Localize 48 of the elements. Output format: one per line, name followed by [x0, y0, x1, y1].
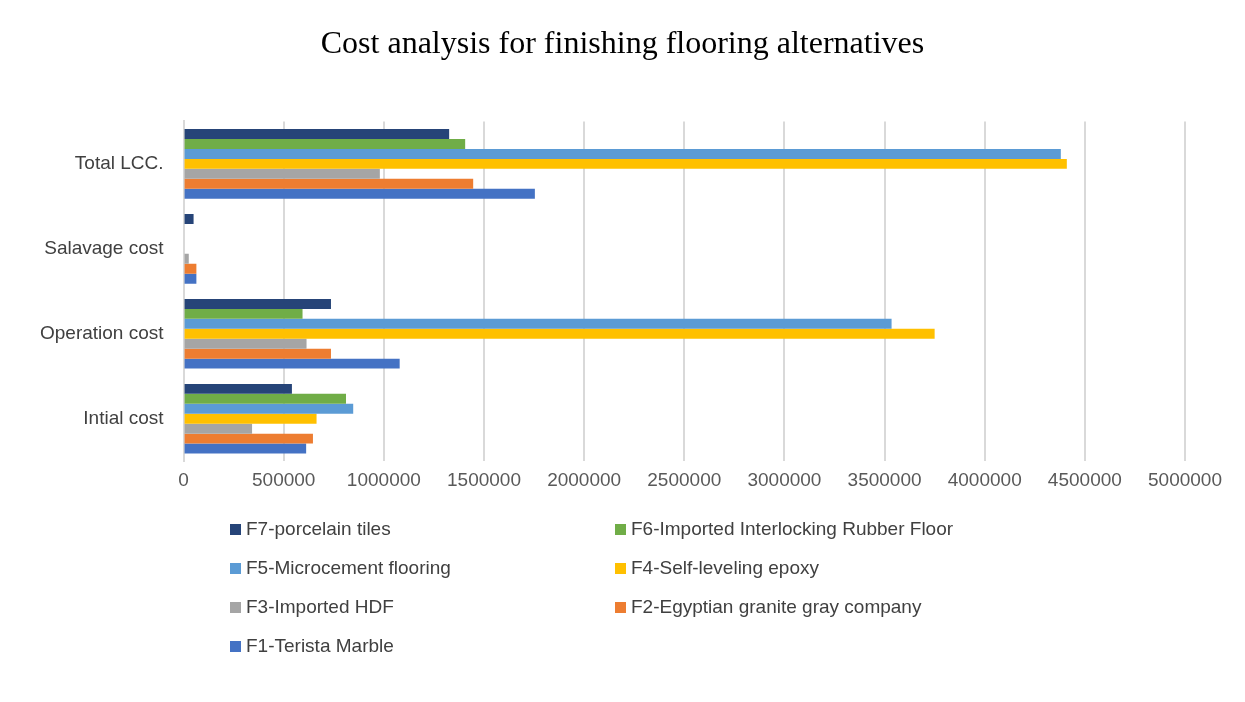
bar	[184, 158, 1067, 169]
legend-label: F3-Imported HDF	[246, 596, 394, 618]
x-tick-label: 1500000	[447, 468, 521, 490]
x-tick-label: 2500000	[647, 468, 722, 490]
legend-label: F2-Egyptian granite gray company	[631, 596, 922, 618]
x-tick-label: 3500000	[847, 468, 922, 490]
bar	[184, 129, 450, 139]
bar	[184, 168, 380, 179]
bar	[184, 214, 194, 224]
x-tick-label: 2000000	[547, 468, 622, 490]
chart-title: Cost analysis for finishing flooring alternatives	[319, 24, 926, 61]
legend-label: F7-porcelain tiles	[246, 518, 391, 540]
bar	[184, 139, 466, 149]
y-tick-label: Total LCC.	[74, 152, 164, 174]
bar	[184, 148, 1061, 159]
bar	[184, 308, 303, 319]
bar	[184, 423, 253, 434]
bar	[184, 188, 535, 199]
bar	[184, 253, 189, 264]
x-tick-label: 4000000	[947, 468, 1022, 490]
bar	[184, 403, 354, 414]
bar	[184, 328, 935, 339]
y-tick-label: Operation cost	[39, 322, 165, 344]
x-tick-label: 1000000	[346, 468, 421, 490]
bar	[184, 178, 474, 189]
bar	[184, 263, 197, 274]
bar	[184, 318, 892, 329]
bar	[184, 273, 197, 284]
bar	[184, 348, 331, 359]
bar	[184, 358, 400, 369]
x-tick-label: 5000000	[1148, 468, 1222, 490]
bar	[184, 338, 307, 349]
legend-label: F5-Microcement flooring	[246, 557, 451, 579]
x-tick-label: 500000	[252, 468, 316, 490]
y-tick-label: Salavage cost	[44, 237, 165, 259]
x-tick-label: 3000000	[747, 468, 822, 490]
bar	[184, 443, 307, 454]
bar	[184, 393, 346, 404]
legend-label: F4-Self-leveling epoxy	[631, 557, 819, 579]
legend-label: F6-Imported Interlocking Rubber Floor	[631, 518, 954, 540]
x-tick-label: 0	[178, 468, 189, 490]
x-tick-label: 4500000	[1047, 468, 1122, 490]
bar	[184, 433, 313, 444]
bar	[184, 298, 331, 309]
legend-label: F1-Terista Marble	[246, 635, 394, 657]
bar	[184, 383, 292, 394]
bar	[184, 413, 317, 424]
y-tick-label: Intial cost	[83, 406, 165, 428]
